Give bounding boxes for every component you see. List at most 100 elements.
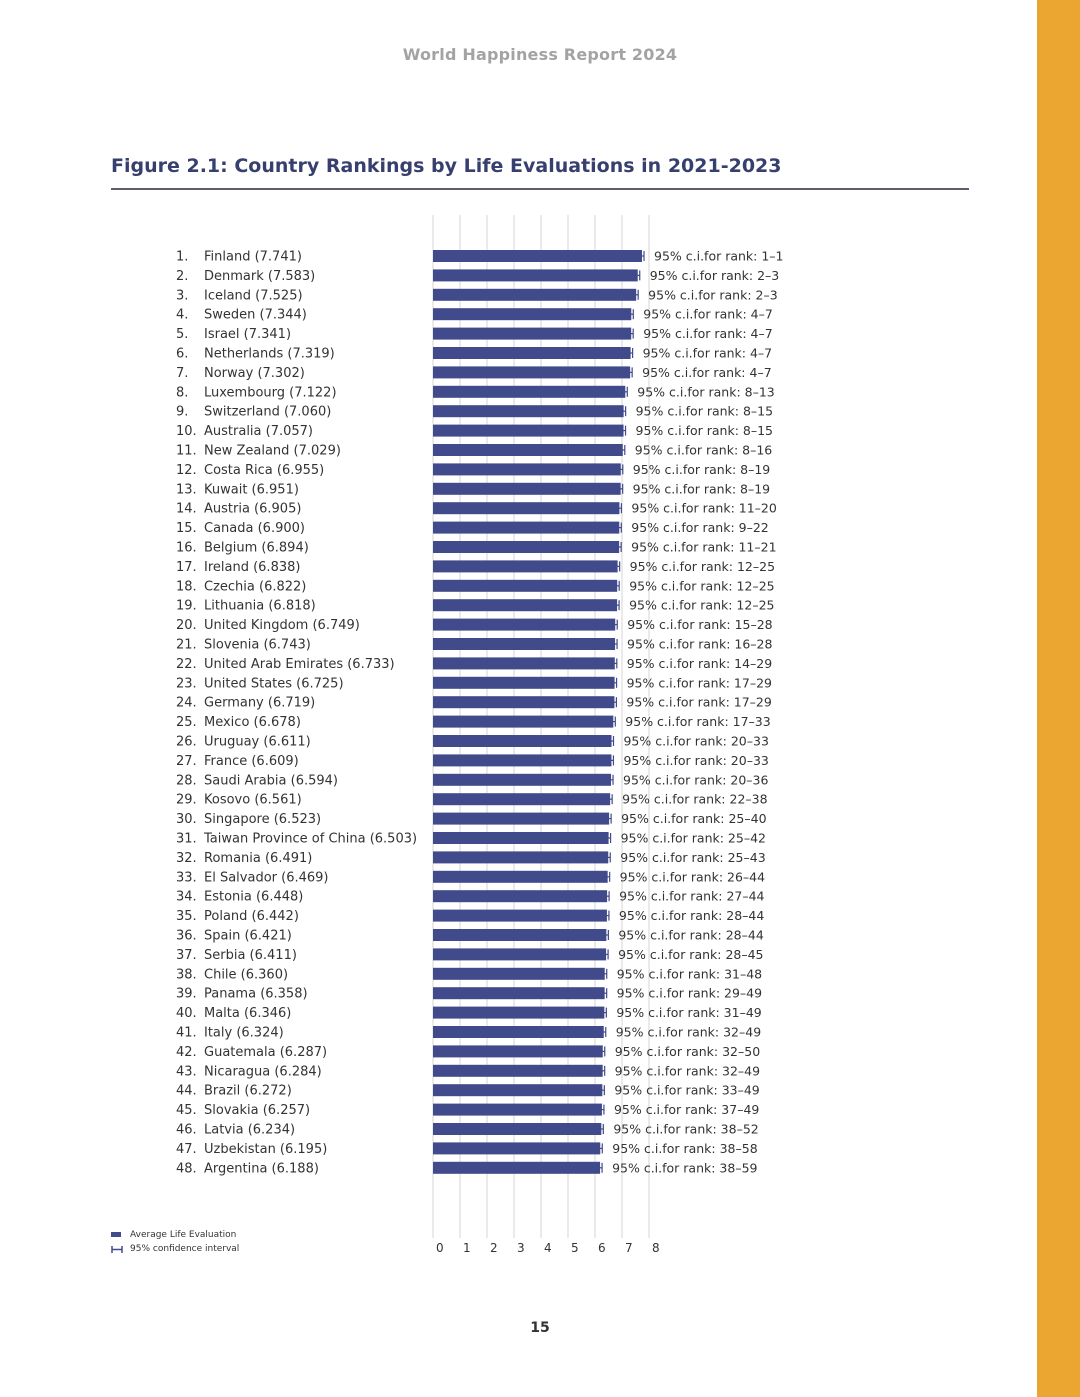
country-label: Argentina (6.188) <box>204 1161 319 1176</box>
bar <box>433 909 607 922</box>
ci-rank-label: 95% c.i.for rank: 1–1 <box>654 249 784 264</box>
x-tick-label: 2 <box>490 1241 498 1255</box>
rank-label: 11. <box>176 444 197 459</box>
ci-rank-label: 95% c.i.for rank: 12–25 <box>630 559 775 574</box>
ci-rank-label: 95% c.i.for rank: 8–19 <box>633 462 771 477</box>
rank-label: 9. <box>176 405 188 420</box>
bar <box>433 715 614 728</box>
bar <box>433 288 637 301</box>
figure-title: Figure 2.1: Country Rankings by Life Eva… <box>111 155 782 177</box>
country-label: Romania (6.491) <box>204 851 312 866</box>
country-label: Finland (7.741) <box>204 250 302 265</box>
ci-rank-label: 95% c.i.for rank: 12–25 <box>629 598 774 613</box>
ci-rank-label: 95% c.i.for rank: 15–28 <box>627 617 772 632</box>
bar <box>433 1142 601 1155</box>
rank-label: 5. <box>176 327 188 342</box>
bar <box>433 696 615 709</box>
country-label: Malta (6.346) <box>204 1006 291 1021</box>
ci-rank-label: 95% c.i.for rank: 28–44 <box>618 928 763 943</box>
bar <box>433 967 605 980</box>
country-label: Panama (6.358) <box>204 987 308 1002</box>
rank-label: 28. <box>176 773 197 788</box>
bar <box>433 1064 603 1077</box>
country-label: France (6.609) <box>204 754 299 769</box>
legend-bar-swatch <box>111 1232 121 1237</box>
country-label: Kuwait (6.951) <box>204 482 299 497</box>
bar <box>433 385 626 398</box>
x-tick-label: 7 <box>625 1241 633 1255</box>
rank-label: 35. <box>176 909 197 924</box>
rank-label: 4. <box>176 308 188 323</box>
rank-label: 29. <box>176 793 197 808</box>
bar <box>433 812 610 825</box>
rank-label: 12. <box>176 463 197 478</box>
rank-label: 46. <box>176 1123 197 1138</box>
legend-bar-label: Average Life Evaluation <box>130 1230 237 1240</box>
rank-label: 38. <box>176 967 197 982</box>
x-tick-label: 8 <box>652 1241 660 1255</box>
rank-label: 14. <box>176 502 197 517</box>
rank-label: 25. <box>176 715 197 730</box>
rank-label: 17. <box>176 560 197 575</box>
rank-label: 32. <box>176 851 197 866</box>
rank-label: 33. <box>176 870 197 885</box>
country-label: Brazil (6.272) <box>204 1084 292 1099</box>
country-label: United States (6.725) <box>204 676 344 691</box>
ci-rank-label: 95% c.i.for rank: 14–29 <box>627 656 772 671</box>
country-label: Slovenia (6.743) <box>204 638 311 653</box>
rank-label: 13. <box>176 482 197 497</box>
bar <box>433 366 631 379</box>
rank-label: 34. <box>176 890 197 905</box>
ci-rank-label: 95% c.i.for rank: 17–29 <box>627 675 772 690</box>
ci-rank-label: 95% c.i.for rank: 33–49 <box>614 1083 759 1098</box>
ci-rank-label: 95% c.i.for rank: 8–15 <box>636 404 773 419</box>
bar <box>433 1006 605 1019</box>
bar <box>433 424 624 437</box>
country-label: Singapore (6.523) <box>204 812 321 827</box>
rank-label: 24. <box>176 696 197 711</box>
country-label: Uzbekistan (6.195) <box>204 1142 327 1157</box>
bar <box>433 735 612 747</box>
ci-rank-label: 95% c.i.for rank: 25–43 <box>620 850 765 865</box>
ci-rank-label: 95% c.i.for rank: 20–33 <box>623 734 768 749</box>
ci-rank-label: 95% c.i.for rank: 25–40 <box>621 811 766 826</box>
ci-rank-label: 95% c.i.for rank: 16–28 <box>627 637 772 652</box>
rank-label: 23. <box>176 676 197 691</box>
title-rule <box>111 188 969 190</box>
rank-label: 20. <box>176 618 197 633</box>
bar <box>433 618 616 631</box>
ci-rank-label: 95% c.i.for rank: 26–44 <box>620 869 765 884</box>
x-tick-label: 4 <box>544 1241 552 1255</box>
bar <box>433 1103 602 1116</box>
rank-label: 27. <box>176 754 197 769</box>
error-bar-icon <box>111 1246 123 1253</box>
bar <box>433 987 605 1000</box>
country-label: Nicaragua (6.284) <box>204 1064 322 1079</box>
country-label: Uruguay (6.611) <box>204 735 311 750</box>
rank-label: 15. <box>176 521 197 536</box>
rank-label: 41. <box>176 1026 197 1041</box>
ci-rank-label: 95% c.i.for rank: 27–44 <box>619 889 764 904</box>
bar <box>433 463 621 476</box>
ci-rank-label: 95% c.i.for rank: 28–44 <box>619 908 764 923</box>
country-label: Belgium (6.894) <box>204 541 309 556</box>
x-tick-label: 0 <box>436 1241 444 1255</box>
country-label: Saudi Arabia (6.594) <box>204 773 338 788</box>
ci-rank-label: 95% c.i.for rank: 12–25 <box>629 578 774 593</box>
bar <box>433 541 620 553</box>
ci-rank-label: 95% c.i.for rank: 8–19 <box>633 481 771 496</box>
x-tick-label: 3 <box>517 1241 525 1255</box>
bar <box>433 1123 602 1135</box>
ci-rank-label: 95% c.i.for rank: 29–49 <box>617 986 762 1001</box>
ci-rank-label: 95% c.i.for rank: 38–52 <box>613 1122 758 1137</box>
country-label: Lithuania (6.818) <box>204 599 316 614</box>
bar <box>433 560 618 573</box>
rank-label: 30. <box>176 812 197 827</box>
ci-rank-label: 95% c.i.for rank: 17–29 <box>626 695 771 710</box>
country-label: Australia (7.057) <box>204 424 313 439</box>
ci-rank-label: 95% c.i.for rank: 20–33 <box>623 753 768 768</box>
bar <box>433 444 623 456</box>
ci-rank-label: 95% c.i.for rank: 25–42 <box>621 831 766 846</box>
bar <box>433 269 638 282</box>
ci-rank-label: 95% c.i.for rank: 4–7 <box>643 307 773 322</box>
